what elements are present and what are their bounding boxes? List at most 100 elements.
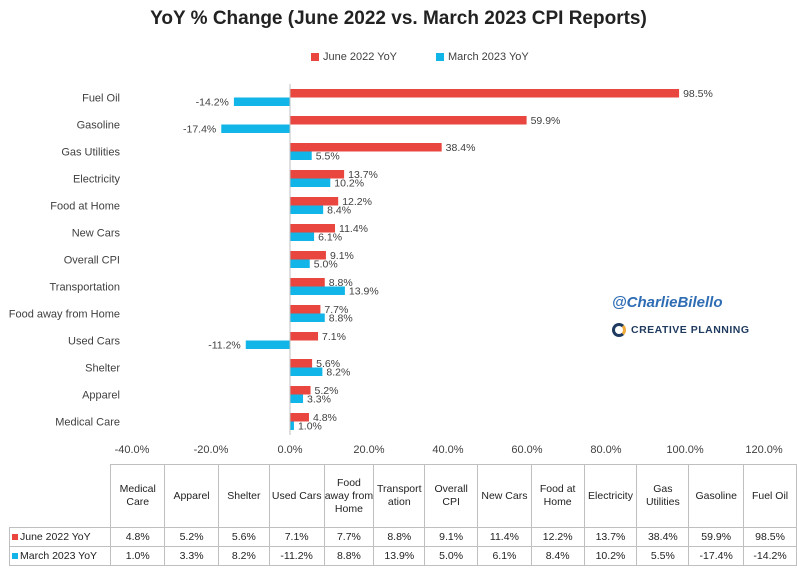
legend-swatch-march	[436, 53, 444, 61]
data-label-june-shelter: 5.6%	[316, 358, 340, 370]
category-label-new-cars: New Cars	[72, 228, 121, 240]
data-label-june-overall-cpi: 9.1%	[330, 250, 354, 262]
legend-june-2022: June 2022 YoY	[311, 51, 397, 63]
data-label-march-fuel-oil: -14.2%	[196, 97, 229, 109]
data-label-march-transportation: 13.9%	[349, 286, 379, 298]
legend-swatch-june	[311, 53, 319, 61]
table-cell: 13.7%	[583, 527, 638, 547]
category-label-shelter: Shelter	[85, 363, 120, 375]
bar-june-gas-utilities	[290, 143, 442, 152]
category-label-electricity: Electricity	[73, 174, 121, 186]
data-label-june-medical-care: 4.8%	[313, 412, 337, 424]
table-header-cell: Food at Home	[530, 464, 585, 528]
data-label-june-food-away-from-home: 7.7%	[324, 304, 348, 316]
table-header-cell: Overall CPI	[424, 464, 479, 528]
bar-june-medical-care	[290, 413, 309, 422]
category-label-food-away-from-home: Food away from Home	[9, 309, 120, 321]
table-cell: 5.6%	[217, 527, 270, 547]
table-cell: 38.4%	[636, 527, 690, 547]
data-label-march-new-cars: 6.1%	[318, 232, 342, 244]
x-tick-label: -40.0%	[115, 444, 150, 456]
data-label-june-gas-utilities: 38.4%	[446, 142, 476, 154]
table-cell: 6.1%	[477, 546, 532, 566]
bar-june-transportation	[290, 278, 325, 287]
x-tick-label: 0.0%	[277, 444, 302, 456]
data-label-march-electricity: 10.2%	[334, 178, 364, 190]
table-row-label-text: June 2022 YoY	[20, 531, 91, 543]
table-cell: 5.2%	[164, 527, 219, 547]
category-label-gasoline: Gasoline	[77, 120, 120, 132]
bar-june-electricity	[290, 170, 345, 179]
watermark-handle: @CharlieBilello	[612, 294, 723, 311]
data-label-march-overall-cpi: 5.0%	[314, 259, 338, 271]
table-row-label: March 2023 YoY	[8, 546, 112, 566]
data-label-march-food-at-home: 8.4%	[327, 205, 351, 217]
table-header-cell: Apparel	[164, 464, 219, 528]
legend-label-march: March 2023 YoY	[448, 51, 529, 63]
table-cell: 3.3%	[164, 546, 219, 566]
data-label-march-apparel: 3.3%	[307, 394, 331, 406]
table-header-cell: Gasoline	[688, 464, 745, 528]
table-header-cell: Food away from Home	[323, 464, 375, 528]
table-cell: 1.0%	[110, 546, 166, 566]
bar-march-used-cars	[245, 340, 290, 349]
table-cell: 8.4%	[530, 546, 585, 566]
data-label-march-gas-utilities: 5.5%	[316, 151, 340, 163]
table-header-cell: Transport ation	[373, 464, 426, 528]
bar-march-gas-utilities	[290, 151, 312, 160]
bar-june-food-at-home	[290, 197, 339, 206]
bar-march-fuel-oil	[233, 97, 290, 106]
category-label-used-cars: Used Cars	[68, 336, 120, 348]
data-label-june-new-cars: 11.4%	[339, 223, 368, 235]
category-label-overall-cpi: Overall CPI	[64, 255, 120, 267]
legend-key-swatch	[12, 533, 18, 540]
bar-march-electricity	[290, 178, 331, 187]
table-cell: -11.2%	[268, 546, 325, 566]
creative-planning-logo-icon	[612, 323, 626, 337]
x-tick-label: 20.0%	[353, 444, 384, 456]
table-header-cell: New Cars	[477, 464, 532, 528]
table-cell: -14.2%	[743, 546, 797, 566]
x-tick-label: -20.0%	[194, 444, 229, 456]
data-table: Medical Care Apparel Shelter Used Cars Food …	[8, 464, 797, 566]
table-cell: 10.2%	[583, 546, 638, 566]
category-label-medical-care: Medical Care	[55, 417, 120, 429]
bar-march-transportation	[290, 286, 345, 295]
legend-label-june: June 2022 YoY	[323, 51, 398, 63]
brand-name: CREATIVE PLANNING	[631, 324, 750, 336]
table-cell: 98.5%	[743, 527, 797, 547]
table-cell: -17.4%	[688, 546, 745, 566]
bar-june-fuel-oil	[290, 89, 680, 98]
table-cell: 13.9%	[373, 546, 426, 566]
table-cell: 8.8%	[373, 527, 426, 547]
data-label-june-used-cars: 7.1%	[322, 331, 346, 343]
data-label-june-transportation: 8.8%	[329, 277, 353, 289]
bar-march-shelter	[290, 367, 323, 376]
chart-title: YoY % Change (June 2022 vs. March 2023 C…	[150, 8, 647, 29]
table-cell: 7.1%	[268, 527, 325, 547]
bar-june-overall-cpi	[290, 251, 326, 260]
table-cell: 8.2%	[217, 546, 270, 566]
bar-march-food-away-from-home	[290, 313, 325, 322]
table-header-cell: Electricity	[583, 464, 638, 528]
legend-march-2023: March 2023 YoY	[436, 51, 529, 63]
data-label-june-electricity: 13.7%	[348, 169, 378, 181]
table-cell: 12.2%	[530, 527, 585, 547]
x-tick-label: 120.0%	[745, 444, 783, 456]
bar-june-new-cars	[290, 224, 336, 233]
table-cell: 5.5%	[636, 546, 690, 566]
category-label-food-at-home: Food at Home	[50, 201, 120, 213]
table-cell: 5.0%	[424, 546, 479, 566]
table-cell: 11.4%	[477, 527, 532, 547]
data-label-june-food-at-home: 12.2%	[342, 196, 372, 208]
bar-march-apparel	[290, 394, 304, 403]
legend-key-swatch	[12, 552, 18, 559]
table-row: March 2023 YoY 1.0% 3.3% 8.2% -11.2% 8.8% 13.9…	[8, 546, 797, 566]
data-label-june-fuel-oil: 98.5%	[683, 88, 713, 100]
bar-june-food-away-from-home	[290, 305, 321, 314]
table-header-cell: Medical Care	[110, 464, 166, 528]
bar-chart: Fuel Oil 98.5% -14.2% Gasoline 59.9% -17.4% Ga…	[9, 84, 783, 456]
table-cell: 9.1%	[424, 527, 479, 547]
bar-march-overall-cpi	[290, 259, 310, 268]
bar-march-medical-care	[290, 421, 294, 430]
